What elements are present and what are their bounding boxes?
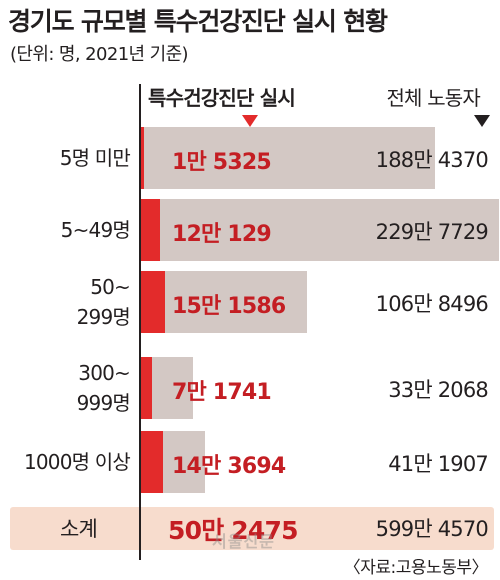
category-label-2: 5~49명 [60, 218, 131, 242]
subtotal-specific-value: 50만 2475 [168, 516, 298, 545]
unit-note: (단위: 명, 2021년 기준) [10, 44, 189, 65]
subtotal-background [10, 507, 494, 550]
bar-total-1 [141, 127, 435, 189]
header-total: 전체 노동자 [386, 86, 480, 110]
bar-specific-5 [141, 431, 163, 493]
category-label-5: 1000명 이상 [23, 450, 131, 474]
category-axis [139, 84, 141, 560]
value-label-specific-5: 14만 3694 [172, 454, 286, 479]
value-label-total-2: 229만 7729 [375, 220, 489, 244]
chart-title: 경기도 규모별 특수건강진단 실시 현황 [8, 7, 388, 36]
bar-specific-1 [141, 127, 144, 189]
value-label-total-3: 106만 8496 [375, 292, 489, 316]
bar-total-3 [141, 271, 307, 333]
bar-specific-4 [141, 357, 152, 419]
value-label-total-1: 188만 4370 [375, 148, 489, 172]
bar-specific-3 [141, 271, 165, 333]
value-label-specific-4: 7만 1741 [172, 380, 272, 405]
category-label-1: 5명 미만 [59, 146, 131, 170]
subtotal-total-value: 599만 4570 [375, 517, 489, 541]
category-label-4: 300~ 999명 [76, 361, 131, 415]
value-label-total-4: 33만 2068 [388, 378, 489, 402]
value-label-specific-3: 15만 1586 [172, 294, 286, 319]
value-label-specific-2: 12만 129 [172, 222, 272, 247]
watermark: 서울신문 [212, 532, 275, 551]
category-label-3: 50~ 299명 [76, 275, 131, 329]
down-triangle-black-icon [474, 115, 490, 127]
value-label-specific-1: 1만 5325 [172, 150, 272, 175]
value-label-total-5: 41만 1907 [388, 452, 489, 476]
down-triangle-red-icon [242, 115, 258, 127]
subtotal-label: 소계 [60, 517, 98, 541]
bar-specific-2 [141, 199, 160, 261]
bar-total-2 [141, 199, 499, 261]
source-note: 〈자료:고용노동부〉 [343, 558, 489, 578]
header-specific: 특수건강진단 실시 [148, 86, 296, 110]
